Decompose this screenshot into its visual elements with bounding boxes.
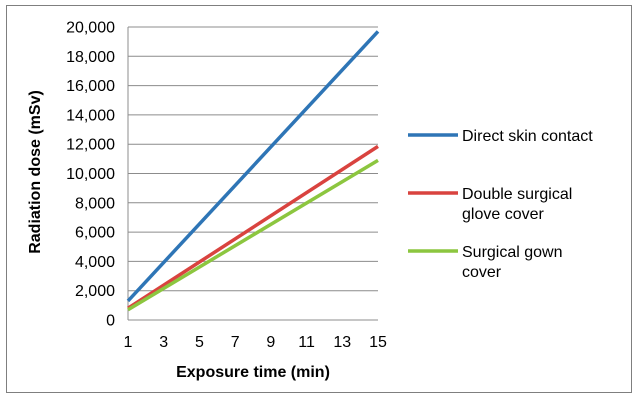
x-tick-label: 9 <box>266 334 275 351</box>
x-tick-label: 1 <box>124 334 133 351</box>
axes <box>127 27 378 321</box>
y-tick-label: 0 <box>106 313 115 330</box>
x-tick-label: 11 <box>298 334 315 351</box>
y-tick-label: 16,000 <box>66 78 115 95</box>
y-tick-label: 2,000 <box>75 283 115 300</box>
legend-entry-2: Double surgical glove cover <box>462 186 572 223</box>
y-tick-label: 12,000 <box>66 137 115 154</box>
y-tick-label: 18,000 <box>66 49 115 66</box>
chart-frame <box>6 5 632 393</box>
legend-label-line: glove cover <box>462 206 544 223</box>
legend-label-line: Double surgical <box>462 186 572 203</box>
y-tick-label: 6,000 <box>75 225 115 242</box>
series-line-1 <box>126 30 380 303</box>
x-tick-labels: 1 3 5 7 9 11 13 15 <box>124 334 387 351</box>
legend-label-line: Surgical gown <box>462 244 563 261</box>
y-tick-label: 20,000 <box>66 20 115 37</box>
y-tick-label: 10,000 <box>66 166 115 183</box>
x-tick-label: 15 <box>369 334 387 351</box>
y-tick-label: 8,000 <box>75 195 115 212</box>
x-tick-label: 13 <box>333 334 351 351</box>
y-tick-label: 14,000 <box>66 107 115 124</box>
x-tick-label: 7 <box>231 334 240 351</box>
x-tick-label: 5 <box>195 334 204 351</box>
gridlines <box>128 26 378 292</box>
legend-entry-3: Surgical gown cover <box>462 244 563 281</box>
y-tick-label: 4,000 <box>75 254 115 271</box>
series-lines <box>126 30 380 312</box>
y-axis-title: Radiation dose (mSv) <box>27 90 44 254</box>
series-line-2 <box>127 144 379 310</box>
y-tick-labels: 0 2,000 4,000 6,000 8,000 10,000 12,000 14,000 1… <box>66 20 115 330</box>
legend-entry-1: Direct skin contact <box>462 128 593 145</box>
series-line-3 <box>127 158 379 312</box>
legend-label-line: Direct skin contact <box>462 128 593 145</box>
x-tick-label: 3 <box>159 334 168 351</box>
legend: Direct skin contact Double surgical glove … <box>408 128 593 281</box>
x-axis-title: Exposure time (min) <box>176 364 330 381</box>
legend-label-line: cover <box>462 264 502 281</box>
